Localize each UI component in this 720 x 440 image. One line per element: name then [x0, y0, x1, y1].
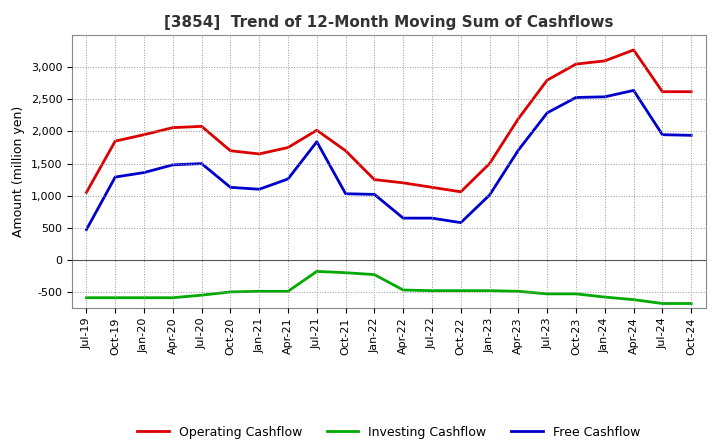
- Free Cashflow: [687, 133, 696, 138]
- Free Cashflow: [140, 170, 148, 175]
- Operating Cashflow: [197, 124, 206, 129]
- Free Cashflow: [226, 185, 235, 190]
- Investing Cashflow: [485, 288, 494, 293]
- Operating Cashflow: [428, 185, 436, 190]
- Operating Cashflow: [572, 62, 580, 67]
- Operating Cashflow: [284, 145, 292, 150]
- Investing Cashflow: [255, 289, 264, 294]
- Investing Cashflow: [428, 288, 436, 293]
- Operating Cashflow: [687, 89, 696, 94]
- Investing Cashflow: [399, 287, 408, 293]
- Investing Cashflow: [140, 295, 148, 301]
- Operating Cashflow: [600, 58, 609, 63]
- Title: [3854]  Trend of 12-Month Moving Sum of Cashflows: [3854] Trend of 12-Month Moving Sum of C…: [164, 15, 613, 30]
- Line: Operating Cashflow: Operating Cashflow: [86, 50, 691, 192]
- Free Cashflow: [600, 94, 609, 99]
- Investing Cashflow: [572, 291, 580, 297]
- Free Cashflow: [572, 95, 580, 100]
- Free Cashflow: [255, 187, 264, 192]
- Investing Cashflow: [600, 294, 609, 300]
- Legend: Operating Cashflow, Investing Cashflow, Free Cashflow: Operating Cashflow, Investing Cashflow, …: [132, 421, 645, 440]
- Operating Cashflow: [111, 139, 120, 144]
- Investing Cashflow: [197, 293, 206, 298]
- Free Cashflow: [168, 162, 177, 168]
- Investing Cashflow: [111, 295, 120, 301]
- Investing Cashflow: [284, 289, 292, 294]
- Investing Cashflow: [629, 297, 638, 302]
- Operating Cashflow: [370, 177, 379, 182]
- Investing Cashflow: [82, 295, 91, 301]
- Operating Cashflow: [658, 89, 667, 94]
- Investing Cashflow: [687, 301, 696, 306]
- Investing Cashflow: [543, 291, 552, 297]
- Investing Cashflow: [341, 270, 350, 275]
- Free Cashflow: [658, 132, 667, 137]
- Operating Cashflow: [485, 161, 494, 166]
- Free Cashflow: [629, 88, 638, 93]
- Investing Cashflow: [312, 269, 321, 274]
- Operating Cashflow: [543, 77, 552, 83]
- Y-axis label: Amount (million yen): Amount (million yen): [12, 106, 25, 237]
- Free Cashflow: [284, 176, 292, 182]
- Free Cashflow: [543, 110, 552, 116]
- Free Cashflow: [399, 216, 408, 221]
- Investing Cashflow: [456, 288, 465, 293]
- Operating Cashflow: [140, 132, 148, 137]
- Investing Cashflow: [226, 290, 235, 295]
- Operating Cashflow: [341, 148, 350, 154]
- Investing Cashflow: [514, 289, 523, 294]
- Operating Cashflow: [629, 48, 638, 53]
- Free Cashflow: [341, 191, 350, 196]
- Free Cashflow: [312, 139, 321, 144]
- Free Cashflow: [456, 220, 465, 225]
- Operating Cashflow: [312, 128, 321, 133]
- Investing Cashflow: [370, 272, 379, 277]
- Free Cashflow: [111, 174, 120, 180]
- Operating Cashflow: [82, 190, 91, 195]
- Operating Cashflow: [514, 116, 523, 121]
- Free Cashflow: [485, 192, 494, 198]
- Investing Cashflow: [658, 301, 667, 306]
- Free Cashflow: [370, 192, 379, 197]
- Free Cashflow: [197, 161, 206, 166]
- Line: Investing Cashflow: Investing Cashflow: [86, 271, 691, 304]
- Operating Cashflow: [399, 180, 408, 186]
- Investing Cashflow: [168, 295, 177, 301]
- Operating Cashflow: [456, 189, 465, 194]
- Line: Free Cashflow: Free Cashflow: [86, 90, 691, 230]
- Operating Cashflow: [226, 148, 235, 154]
- Operating Cashflow: [168, 125, 177, 130]
- Operating Cashflow: [255, 151, 264, 157]
- Free Cashflow: [82, 227, 91, 232]
- Free Cashflow: [514, 147, 523, 153]
- Free Cashflow: [428, 216, 436, 221]
